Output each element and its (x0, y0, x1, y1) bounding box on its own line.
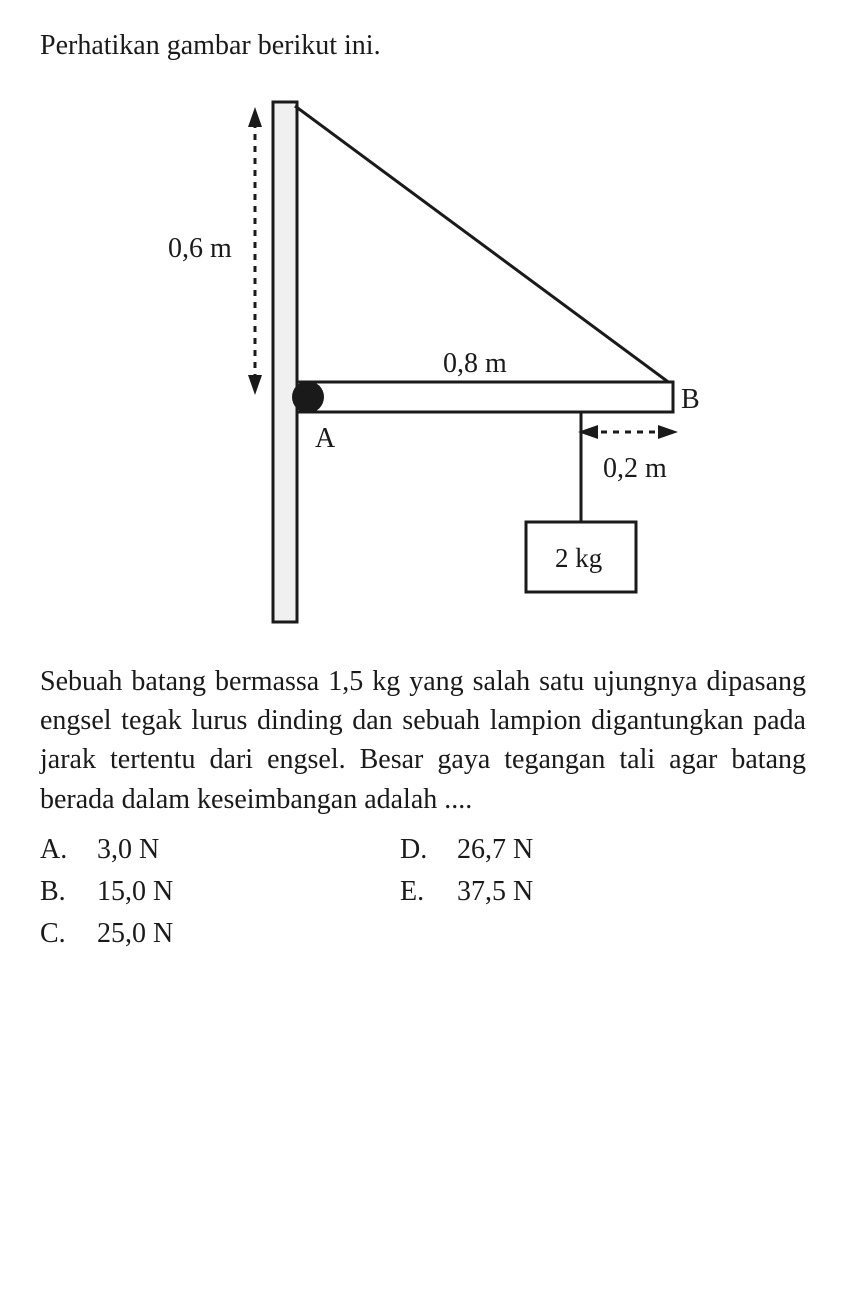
option-a-label: A. (40, 829, 90, 871)
option-d-value: 26,7 N (457, 834, 533, 865)
answer-options: A. 3,0 N D. 26,7 N B. 15,0 N E. 37,5 N C… (40, 829, 806, 955)
physics-diagram: 0,6 m 0,8 m A B 0,2 m 2 kg (123, 82, 723, 642)
height-label: 0,6 m (168, 233, 232, 264)
option-c-value: 25,0 N (97, 918, 173, 949)
horizontal-beam (297, 382, 673, 412)
option-d-label: D. (400, 829, 450, 871)
point-b-label: B (681, 384, 700, 415)
diagram-svg: 0,6 m 0,8 m A B 0,2 m 2 kg (123, 82, 723, 642)
arrow-right-icon (658, 425, 678, 439)
arrow-up-icon (248, 107, 262, 127)
arrow-down-icon (248, 375, 262, 395)
point-a-label: A (315, 423, 336, 454)
option-e-label: E. (400, 871, 450, 913)
question-intro: Perhatikan gambar berikut ini. (40, 30, 806, 62)
option-b-value: 15,0 N (97, 876, 173, 907)
option-c: C. 25,0 N (40, 913, 400, 955)
option-d: D. 26,7 N (400, 829, 806, 871)
option-a: A. 3,0 N (40, 829, 400, 871)
cable-line (295, 106, 671, 384)
vertical-post (273, 102, 297, 622)
option-c-label: C. (40, 913, 90, 955)
mass-label: 2 kg (555, 543, 602, 573)
option-b: B. 15,0 N (40, 871, 400, 913)
offset-label: 0,2 m (603, 453, 667, 484)
option-b-label: B. (40, 871, 90, 913)
option-e: E. 37,5 N (400, 871, 806, 913)
option-a-value: 3,0 N (97, 834, 159, 865)
question-body: Sebuah batang bermassa 1,5 kg yang salah… (40, 662, 806, 819)
hinge-circle (292, 381, 324, 413)
option-e-value: 37,5 N (457, 876, 533, 907)
beam-length-label: 0,8 m (443, 348, 507, 379)
